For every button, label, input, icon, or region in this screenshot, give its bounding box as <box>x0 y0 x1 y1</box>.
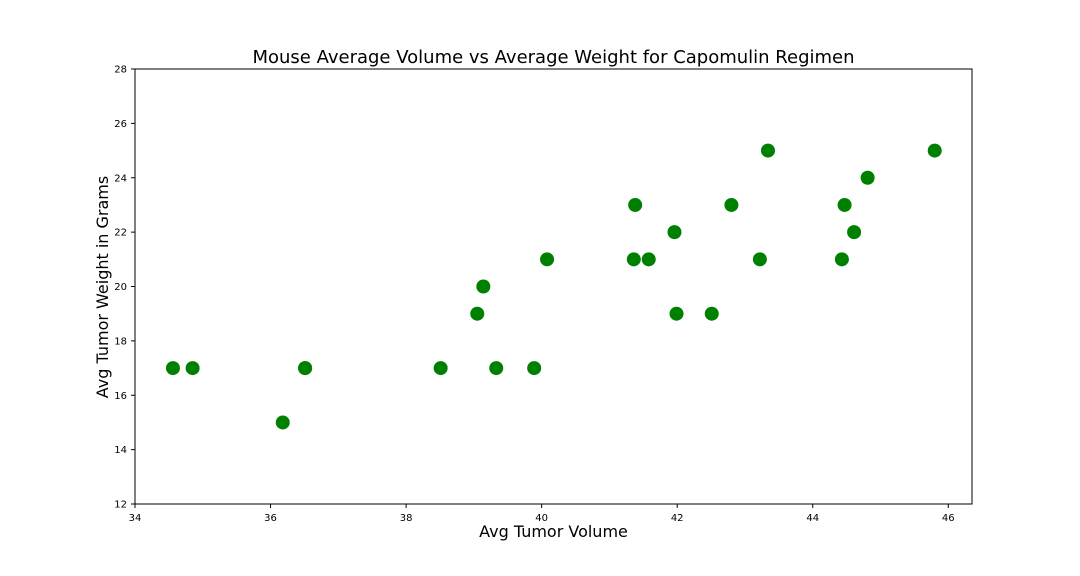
chart-title: Mouse Average Volume vs Average Weight f… <box>252 47 854 68</box>
x-tick-label: 42 <box>671 513 684 524</box>
scatter-point-13 <box>628 197 643 212</box>
scatter-point-12 <box>626 252 641 267</box>
scatter-point-24 <box>860 170 875 185</box>
scatter-point-17 <box>704 306 719 321</box>
scatter-point-7 <box>470 306 485 321</box>
y-tick-label: 14 <box>114 445 127 456</box>
scatter-point-15 <box>667 225 682 240</box>
y-axis: 12 14 16 18 20 22 24 26 28 <box>114 65 135 511</box>
x-tick-label: 36 <box>264 513 277 524</box>
y-tick-label: 22 <box>114 228 127 239</box>
x-axis: 34 36 38 40 42 44 46 <box>129 504 955 524</box>
scatter-point-11 <box>540 252 555 267</box>
scatter-point-19 <box>752 252 767 267</box>
y-tick-label: 12 <box>114 500 127 511</box>
scatter-point-23 <box>847 225 862 240</box>
y-tick-label: 24 <box>114 173 127 184</box>
scatter-point-14 <box>641 252 656 267</box>
scatter-point-9 <box>489 361 504 376</box>
y-tick-label: 20 <box>114 282 127 293</box>
y-tick-label: 26 <box>114 119 127 130</box>
y-tick-label: 18 <box>114 336 127 347</box>
x-tick-label: 40 <box>535 513 548 524</box>
y-tick-label: 28 <box>114 65 127 76</box>
plot-frame <box>134 68 973 505</box>
scatter-point-8 <box>476 279 491 294</box>
x-tick-label: 34 <box>129 513 142 524</box>
x-tick-label: 44 <box>806 513 819 524</box>
points-layer <box>165 143 942 430</box>
x-tick-label: 46 <box>942 513 955 524</box>
scatter-point-6 <box>433 361 448 376</box>
scatter-point-10 <box>527 361 542 376</box>
scatter-point-20 <box>761 143 776 158</box>
scatter-point-25 <box>927 143 942 158</box>
scatter-point-16 <box>669 306 684 321</box>
scatter-point-22 <box>837 197 852 212</box>
scatter-point-3 <box>275 415 290 430</box>
y-axis-label: Avg Tumor Weight in Grams <box>93 176 112 398</box>
scatter-point-21 <box>834 252 849 267</box>
scatter-point-1 <box>165 361 180 376</box>
x-tick-label: 38 <box>400 513 413 524</box>
y-tick-label: 16 <box>114 391 127 402</box>
scatter-point-18 <box>724 197 739 212</box>
scatter-point-2 <box>185 361 200 376</box>
scatter-point-5 <box>298 361 313 376</box>
x-axis-label: Avg Tumor Volume <box>479 522 628 541</box>
